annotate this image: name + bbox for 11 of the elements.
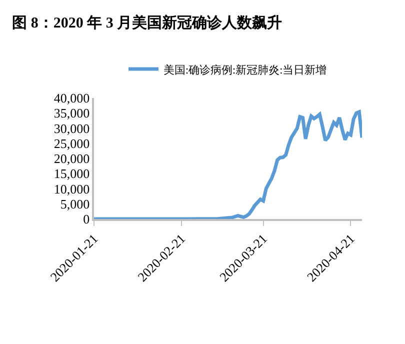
legend-label: 美国:确诊病例:新冠肺炎:当日新增 — [164, 63, 327, 76]
y-tick-label: 35,000 — [54, 106, 90, 121]
y-tick-label: 20,000 — [54, 151, 90, 166]
y-tick-label: 5,000 — [60, 196, 90, 212]
y-tick-label: 15,000 — [54, 166, 90, 182]
y-tick-label: 40,000 — [54, 90, 90, 106]
y-tick-label: 30,000 — [54, 120, 90, 136]
y-tick-label: 25,000 — [54, 136, 90, 151]
y-tick-label: 0 — [83, 212, 90, 227]
chart-title: 图 8：2020 年 3 月美国新冠确诊人数飙升 — [12, 14, 282, 32]
y-tick-label: 10,000 — [54, 181, 90, 196]
